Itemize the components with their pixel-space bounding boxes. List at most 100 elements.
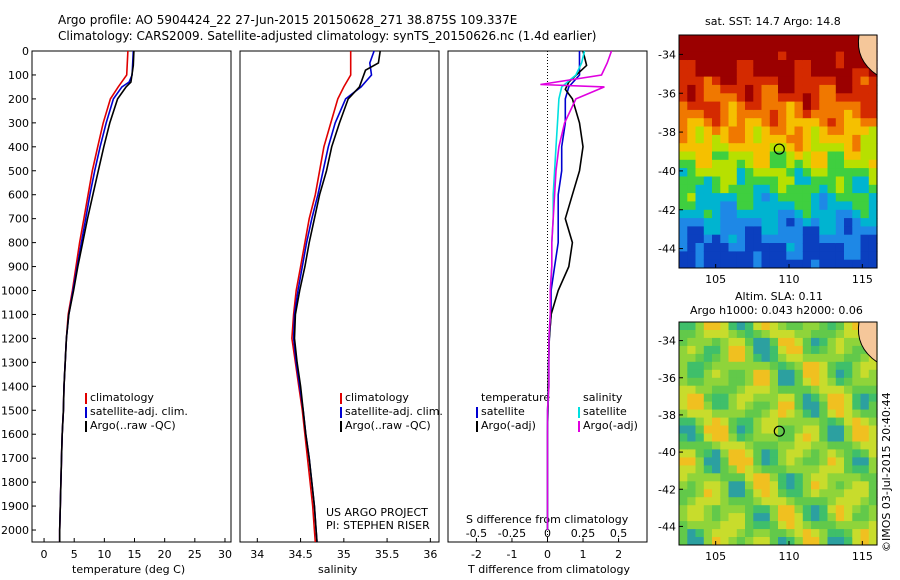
map-cell	[794, 393, 804, 403]
map-cell	[745, 330, 754, 339]
map-cell	[852, 465, 862, 474]
map-cell	[761, 168, 771, 177]
map-cell	[745, 209, 754, 219]
map-cell	[745, 345, 754, 355]
map-cell	[794, 193, 804, 202]
map-cell	[745, 481, 754, 490]
map-cell	[703, 449, 713, 458]
map-cell	[786, 159, 796, 169]
map-cell	[786, 35, 796, 44]
map-cell	[703, 51, 713, 61]
map-cell	[827, 409, 837, 419]
map-cell	[778, 93, 787, 103]
map-cell	[745, 159, 754, 169]
map-cell	[712, 126, 721, 136]
map-cell	[728, 465, 738, 474]
map-cell	[860, 449, 870, 458]
map-cell	[703, 369, 713, 379]
map-cell	[703, 184, 713, 194]
map-cell	[761, 481, 771, 490]
map-cell	[852, 505, 862, 514]
map-cell	[753, 433, 763, 442]
map-cell	[720, 425, 730, 434]
x-tick-label: 30	[218, 548, 232, 561]
map-cell	[778, 35, 787, 44]
salinity-x-label: salinity	[318, 563, 358, 576]
map-cell	[835, 345, 845, 355]
map-cell	[720, 201, 730, 211]
map-cell	[778, 369, 787, 379]
map-cell	[745, 259, 754, 269]
map-cell	[761, 497, 771, 506]
map-cell	[819, 521, 829, 530]
map-cell	[753, 251, 763, 261]
map-cell	[728, 401, 738, 411]
map-cell	[703, 417, 713, 427]
map-cell	[753, 176, 763, 186]
map-cell	[794, 337, 804, 347]
map-cell	[712, 441, 721, 450]
map-cell	[778, 457, 787, 466]
map-cell	[811, 457, 820, 466]
map-cell	[811, 377, 820, 387]
map-cell	[786, 218, 796, 227]
map-cell	[811, 330, 820, 339]
map-cell	[753, 449, 763, 458]
map-cell	[679, 60, 688, 69]
map-cell	[819, 505, 829, 514]
map-cell	[868, 473, 878, 482]
map-cell	[703, 68, 713, 78]
map-cell	[687, 337, 697, 347]
map-cell	[852, 126, 862, 136]
map-cell	[852, 369, 862, 379]
map-cell	[753, 481, 763, 490]
map-cell	[745, 497, 754, 506]
map-cell	[835, 497, 845, 506]
map-cell	[720, 433, 730, 442]
map-cell	[860, 393, 870, 403]
map-cell	[811, 353, 820, 363]
map-cell	[745, 401, 754, 411]
x-tick-label: 34	[250, 548, 264, 561]
map-cell	[827, 168, 837, 177]
map-cell	[827, 51, 837, 61]
map-cell	[811, 409, 820, 419]
map-cell	[687, 529, 697, 538]
map-cell	[753, 126, 763, 136]
map-cell	[844, 60, 853, 69]
map-cell	[868, 143, 878, 152]
map-frame	[678, 34, 878, 269]
map-cell	[778, 417, 787, 427]
map-cell	[761, 51, 771, 61]
map-cell	[769, 489, 779, 498]
map-cell	[819, 361, 829, 371]
map-cell	[695, 68, 705, 78]
map-cell	[827, 521, 837, 530]
map-cell	[679, 457, 688, 466]
panel-frame	[239, 50, 440, 543]
map-cell	[769, 209, 779, 219]
map-cell	[720, 84, 730, 94]
map-cell	[844, 143, 853, 152]
map-cell	[835, 118, 845, 127]
diff-legend-s-satellite: satellite	[583, 405, 627, 418]
map-cell	[679, 481, 688, 490]
map-cell	[736, 322, 746, 331]
map-cell	[720, 126, 730, 136]
map-cell	[679, 353, 688, 363]
map-cell	[835, 417, 845, 427]
map-cell	[695, 35, 705, 44]
map-cell	[827, 497, 837, 506]
map-cell	[778, 234, 787, 244]
map-cell	[728, 251, 738, 261]
map-cell	[827, 84, 837, 94]
map-cell	[736, 43, 746, 53]
map-cell	[835, 513, 845, 522]
map-cell	[769, 449, 779, 458]
map-cell	[679, 234, 688, 244]
map-cell	[786, 337, 796, 347]
map-cell	[720, 168, 730, 177]
map-cell	[844, 361, 853, 371]
map-cell	[736, 473, 746, 482]
map-cell	[679, 126, 688, 136]
